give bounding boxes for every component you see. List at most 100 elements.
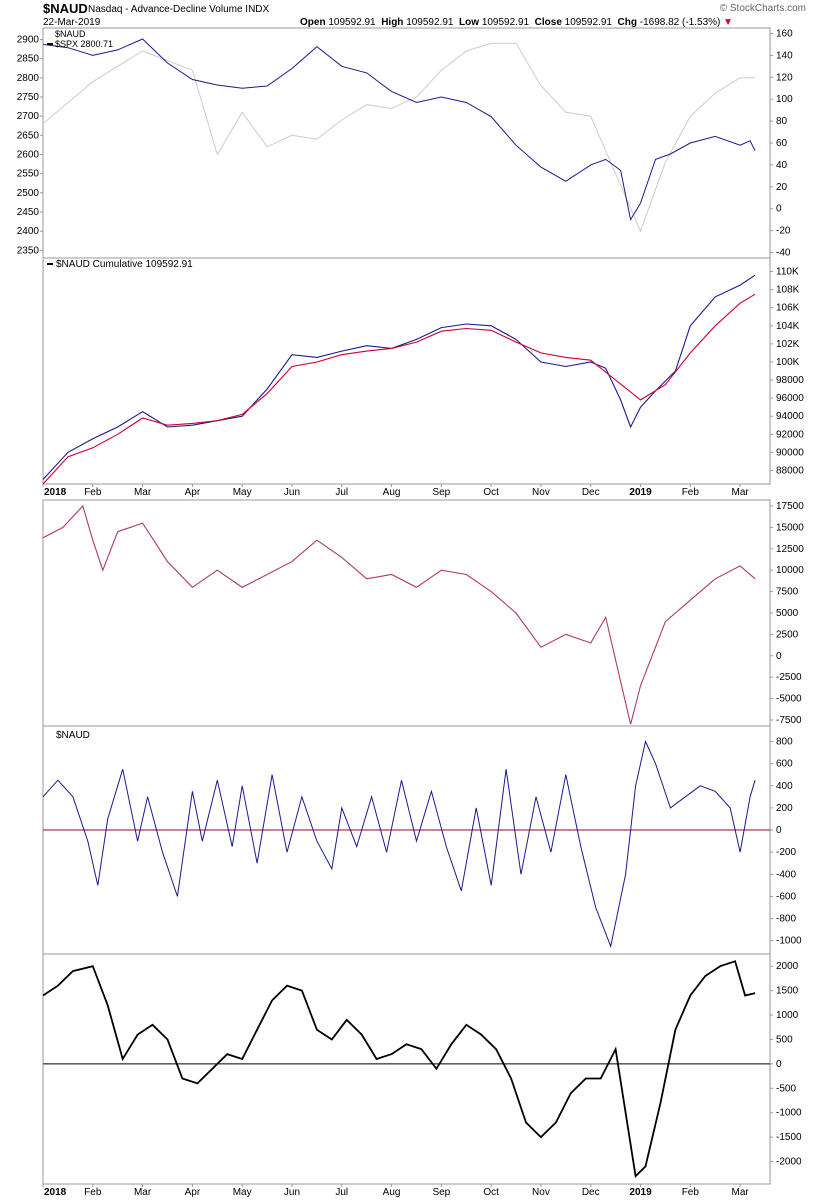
cum-tick-label: 100K <box>776 357 800 368</box>
right-tick-label: 60 <box>776 138 788 149</box>
osc-tick-label: -2500 <box>776 672 802 683</box>
left-tick-label: 2750 <box>17 92 40 103</box>
chart-date: 22-Mar-2019 <box>43 17 101 28</box>
daily-tick-label: -400 <box>776 869 796 880</box>
daily-tick-label: 0 <box>776 825 782 836</box>
cum-tick-label: 98000 <box>776 375 804 386</box>
left-tick-label: 2350 <box>17 245 40 256</box>
x-tick-label: Mar <box>732 487 750 498</box>
bottom-x-tick-label: Mar <box>134 1187 152 1198</box>
x-tick-label: Aug <box>383 487 401 498</box>
right-tick-label: -20 <box>776 226 791 237</box>
right-tick-label: 140 <box>776 50 793 61</box>
panel-frame-4 <box>42 725 771 955</box>
right-tick-label: 120 <box>776 72 793 83</box>
bottom-x-tick-label: Aug <box>383 1187 401 1198</box>
low-value: 109592.91 <box>481 17 530 28</box>
bottom-x-tick-label: Feb <box>682 1187 700 1198</box>
cum-tick-label: 110K <box>776 267 799 278</box>
osc-tick-label: 5000 <box>776 608 799 619</box>
smooth-tick-label: 500 <box>776 1034 793 1045</box>
cum-tick-label: 90000 <box>776 447 804 458</box>
cum-tick-label: 108K <box>776 285 800 296</box>
daily-tick-label: -800 <box>776 914 796 925</box>
left-tick-label: 2500 <box>17 188 40 199</box>
daily-tick-label: 600 <box>776 759 793 770</box>
price-series-line-2 <box>42 38 756 222</box>
smooth-series-line-1 <box>42 960 756 1179</box>
bottom-x-tick-label: 2018 <box>44 1187 67 1198</box>
osc-tick-label: 10000 <box>776 565 804 576</box>
bottom-x-tick-label: Dec <box>582 1187 600 1198</box>
bottom-x-tick-label: Mar <box>732 1187 750 1198</box>
x-tick-label: Feb <box>84 487 102 498</box>
chart-subtitle: Nasdaq - Advance-Decline Volume INDX <box>88 4 270 15</box>
daily-tick-label: -600 <box>776 891 796 902</box>
x-tick-label: Jul <box>335 487 348 498</box>
daily-series-line-1 <box>42 739 756 949</box>
osc-tick-label: -7500 <box>776 715 802 726</box>
cum-tick-label: 92000 <box>776 429 804 440</box>
cum-tick-label: 94000 <box>776 411 804 422</box>
x-tick-label: May <box>233 487 252 498</box>
osc-tick-label: 7500 <box>776 587 799 598</box>
osc-tick-label: -5000 <box>776 694 802 705</box>
cum-tick-label: 88000 <box>776 465 804 476</box>
symbol-title: $NAUD <box>43 1 88 16</box>
cum-tick-label: 102K <box>776 339 800 350</box>
right-tick-label: -40 <box>776 248 791 259</box>
close-value: 109592.91 <box>564 17 612 28</box>
bottom-x-tick-label: Jun <box>284 1187 300 1198</box>
right-tick-label: 40 <box>776 160 788 171</box>
left-tick-label: 2650 <box>17 130 40 141</box>
osc-series-line-1 <box>42 504 756 725</box>
smooth-tick-label: -500 <box>776 1083 796 1094</box>
daily-tick-label: -200 <box>776 847 796 858</box>
x-tick-label: Apr <box>185 487 201 498</box>
high-value: 109592.91 <box>406 17 454 28</box>
smooth-tick-label: 1000 <box>776 1010 799 1021</box>
bottom-x-tick-label: Jul <box>335 1187 348 1198</box>
smooth-tick-label: 2000 <box>776 961 799 972</box>
panel-frame-3 <box>42 499 771 727</box>
osc-tick-label: 12500 <box>776 544 804 555</box>
panel-frame-5 <box>42 953 771 1185</box>
x-tick-label: 2018 <box>44 487 67 498</box>
open-label: Open <box>300 17 326 28</box>
bottom-x-tick-label: Oct <box>483 1187 499 1198</box>
bottom-x-tick-label: Apr <box>185 1187 201 1198</box>
quote-line: Open 109592.91 High 109592.91 Low 109592… <box>300 17 733 28</box>
chg-value: -1698.82 (-1.53%) <box>639 17 721 28</box>
smooth-tick-label: 0 <box>776 1059 782 1070</box>
watermark: © StockCharts.com <box>719 3 806 14</box>
daily-tick-label: 200 <box>776 803 793 814</box>
x-tick-label: Nov <box>532 487 550 498</box>
bottom-x-tick-label: May <box>233 1187 252 1198</box>
left-tick-label: 2400 <box>17 226 40 237</box>
x-tick-label: Sep <box>432 487 450 498</box>
left-tick-label: 2700 <box>17 111 40 122</box>
smooth-tick-label: 1500 <box>776 986 799 997</box>
osc-tick-label: 17500 <box>776 501 804 512</box>
low-label: Low <box>459 17 480 28</box>
smooth-tick-label: -1000 <box>776 1108 802 1119</box>
daily-tick-label: 400 <box>776 781 793 792</box>
x-tick-label: 2019 <box>629 487 652 498</box>
cum-tick-label: 104K <box>776 321 800 332</box>
cum-series-line-2 <box>42 293 756 485</box>
left-tick-label: 2850 <box>17 54 40 65</box>
cum-series-line-1 <box>42 274 756 480</box>
left-tick-label: 2900 <box>17 35 40 46</box>
osc-tick-label: 15000 <box>776 522 804 533</box>
bottom-x-tick-label: Nov <box>532 1187 550 1198</box>
close-label: Close <box>534 17 562 28</box>
legend-daily: $NAUD <box>56 730 90 741</box>
high-label: High <box>381 17 404 28</box>
osc-tick-label: 2500 <box>776 629 799 640</box>
legend-cumulative: $NAUD Cumulative 109592.91 <box>56 259 193 270</box>
smooth-tick-label: -1500 <box>776 1132 802 1143</box>
left-tick-label: 2450 <box>17 207 40 218</box>
right-tick-label: 20 <box>776 182 788 193</box>
